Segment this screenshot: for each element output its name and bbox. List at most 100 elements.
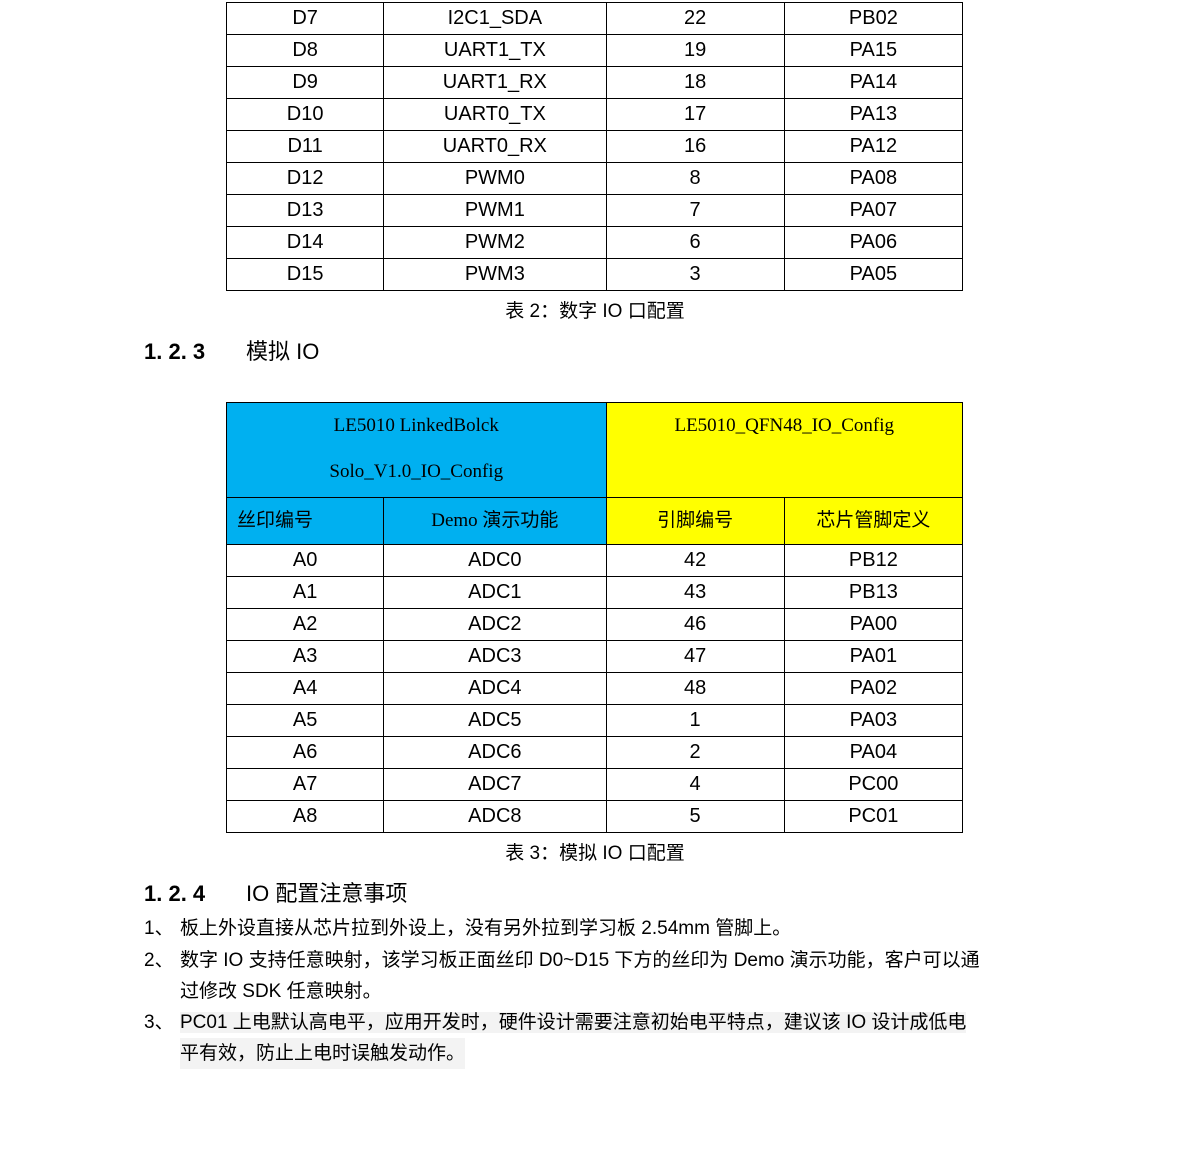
table-cell: ADC2 [383, 608, 607, 641]
table-row: A5 ADC5 1 PA03 [225, 704, 964, 737]
table-cell: PA00 [783, 608, 964, 641]
column-header: 芯片管脚定义 [783, 497, 964, 545]
table-row: D12 PWM0 8 PA08 [225, 162, 964, 195]
table-row: D11 UART0_RX 16 PA12 [225, 130, 964, 163]
table-cell: PA15 [783, 34, 964, 67]
table-cell: PA14 [783, 66, 964, 99]
table-cell: PB02 [783, 2, 964, 35]
section-number: 1. 2. 3 [144, 339, 206, 364]
table-row: D13 PWM1 7 PA07 [225, 194, 964, 227]
table-cell: 43 [605, 576, 785, 609]
table-cell: ADC5 [383, 704, 607, 737]
table-cell: PA02 [783, 672, 964, 705]
table-cell: 1 [605, 704, 785, 737]
note-item-2: 2、 数字 IO 支持任意映射，该学习板正面丝印 D0~D15 下方的丝印为 De… [144, 945, 1054, 976]
table-cell: ADC8 [383, 800, 607, 833]
table-row: D7 I2C1_SDA 22 PB02 [225, 2, 964, 35]
table-cell: PC01 [783, 800, 964, 833]
section-title: IO 配置注意事项 [246, 881, 408, 906]
section-heading-1-2-3: 1. 2. 3 模拟 IO [144, 334, 319, 366]
column-header: 丝印编号 [225, 497, 385, 545]
table-cell: PWM2 [383, 226, 607, 259]
table-cell: 18 [605, 66, 785, 99]
table-cell: A1 [225, 576, 385, 609]
group-header-chip: LE5010_QFN48_IO_Config [605, 402, 963, 498]
table-cell: D11 [225, 130, 385, 163]
table-cell: A6 [225, 736, 385, 769]
table-cell: PA08 [783, 162, 964, 195]
table-cell: I2C1_SDA [383, 2, 607, 35]
table-cell: 46 [605, 608, 785, 641]
table-cell: A0 [225, 544, 385, 577]
note-item-3-cont: 平有效，防止上电时误触发动作。 [180, 1038, 466, 1069]
table-cell: 47 [605, 640, 785, 673]
table-cell: UART0_TX [383, 98, 607, 131]
table-cell: 48 [605, 672, 785, 705]
table-cell: PA13 [783, 98, 964, 131]
table-cell: D8 [225, 34, 385, 67]
table-cell: D12 [225, 162, 385, 195]
note-number: 1、 [144, 918, 174, 939]
table-cell: PA12 [783, 130, 964, 163]
column-header: 引脚编号 [605, 497, 785, 545]
table-cell: 7 [605, 194, 785, 227]
table-cell: UART1_TX [383, 34, 607, 67]
note-item-1: 1、 板上外设直接从芯片拉到外设上，没有另外拉到学习板 2.54mm 管脚上。 [144, 913, 1054, 944]
table-row: A0 ADC0 42 PB12 [225, 544, 964, 577]
table-cell: A2 [225, 608, 385, 641]
note-number: 2、 [144, 950, 174, 971]
section-heading-1-2-4: 1. 2. 4 IO 配置注意事项 [144, 876, 407, 908]
table-cell: 6 [605, 226, 785, 259]
table-cell: 8 [605, 162, 785, 195]
note-text: PC01 上电默认高电平，应用开发时，硬件设计需要注意初始电平特点，建议该 IO… [180, 1012, 967, 1033]
table-cell: D14 [225, 226, 385, 259]
table2-caption: 表 2：数字 IO 口配置 [505, 301, 685, 322]
table-cell: PA03 [783, 704, 964, 737]
table-cell: 4 [605, 768, 785, 801]
table-cell: D13 [225, 194, 385, 227]
table-cell: A8 [225, 800, 385, 833]
group-header-line: LE5010 LinkedBolck [333, 415, 499, 436]
table-cell: ADC6 [383, 736, 607, 769]
table-row: A2 ADC2 46 PA00 [225, 608, 964, 641]
digital-io-table: D7 I2C1_SDA 22 PB02 D8 UART1_TX 19 PA15 D9 UART1_… [225, 2, 964, 291]
table-cell: PWM1 [383, 194, 607, 227]
note-item-2-cont: 过修改 SDK 任意映射。 [180, 981, 382, 1002]
table-row: D10 UART0_TX 17 PA13 [225, 98, 964, 131]
table-row: A6 ADC6 2 PA04 [225, 736, 964, 769]
table-cell: PA05 [783, 258, 964, 291]
table-row: A4 ADC4 48 PA02 [225, 672, 964, 705]
table-cell: PB13 [783, 576, 964, 609]
table-cell: A4 [225, 672, 385, 705]
table-cell: PC00 [783, 768, 964, 801]
table-row: D9 UART1_RX 18 PA14 [225, 66, 964, 99]
table-cell: 22 [605, 2, 785, 35]
table-cell: D7 [225, 2, 385, 35]
section-number: 1. 2. 4 [144, 881, 206, 906]
table-cell: ADC3 [383, 640, 607, 673]
table-cell: UART1_RX [383, 66, 607, 99]
table-row: A7 ADC7 4 PC00 [225, 768, 964, 801]
table-cell: PWM0 [383, 162, 607, 195]
table-cell: A3 [225, 640, 385, 673]
table-cell: PA01 [783, 640, 964, 673]
table-cell: 16 [605, 130, 785, 163]
table-row: A1 ADC1 43 PB13 [225, 576, 964, 609]
table-cell: 2 [605, 736, 785, 769]
note-item-3: 3、 PC01 上电默认高电平，应用开发时，硬件设计需要注意初始电平特点，建议该 … [144, 1007, 1054, 1038]
column-header: Demo 演示功能 [383, 497, 607, 545]
analog-io-table: LE5010 LinkedBolck Solo_V1.0_IO_Config LE… [225, 402, 964, 833]
table-cell: 3 [605, 258, 785, 291]
table-cell: 42 [605, 544, 785, 577]
table-cell: UART0_RX [383, 130, 607, 163]
section-title: 模拟 IO [246, 339, 320, 364]
table-cell: D10 [225, 98, 385, 131]
note-number: 3、 [144, 1012, 174, 1033]
table-row: D8 UART1_TX 19 PA15 [225, 34, 964, 67]
table-row: D15 PWM3 3 PA05 [225, 258, 964, 291]
table-cell: 17 [605, 98, 785, 131]
table-row: D14 PWM2 6 PA06 [225, 226, 964, 259]
table-cell: D15 [225, 258, 385, 291]
group-header-line: Solo_V1.0_IO_Config [329, 461, 504, 482]
table-cell: PWM3 [383, 258, 607, 291]
